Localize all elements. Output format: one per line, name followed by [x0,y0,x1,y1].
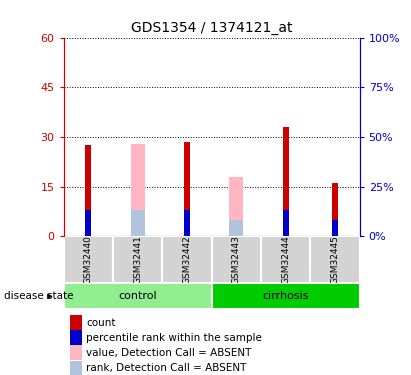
Bar [212,236,261,283]
Text: disease state: disease state [4,291,74,301]
Text: percentile rank within the sample: percentile rank within the sample [86,333,262,343]
Text: GSM32442: GSM32442 [182,236,192,284]
Title: GDS1354 / 1374121_at: GDS1354 / 1374121_at [131,21,292,35]
Bar [64,283,212,309]
Bar [184,210,190,236]
Bar [113,236,162,283]
Text: value, Detection Call = ABSENT: value, Detection Call = ABSENT [86,348,252,358]
Text: count: count [86,318,116,327]
Bar [310,236,360,283]
Bar [131,144,145,236]
Bar [70,330,82,345]
Bar [261,236,310,283]
Bar [332,183,338,236]
Text: cirrhosis: cirrhosis [262,291,309,301]
Bar [283,127,289,236]
Bar [70,361,82,375]
Bar [162,236,212,283]
Text: GSM32441: GSM32441 [133,235,142,284]
Bar [332,220,338,236]
Text: GSM32445: GSM32445 [330,235,339,284]
Text: rank, Detection Call = ABSENT: rank, Detection Call = ABSENT [86,363,247,373]
Bar [64,236,113,283]
Text: GSM32443: GSM32443 [232,235,241,284]
Text: GSM32440: GSM32440 [84,235,93,284]
Bar [229,220,243,236]
Bar [85,210,91,236]
Bar [70,345,82,360]
Bar [212,283,360,309]
Text: GSM32444: GSM32444 [281,236,290,284]
Bar [283,210,289,236]
Bar [70,315,82,330]
Bar [131,210,145,236]
Text: control: control [118,291,157,301]
Bar [184,142,190,236]
Bar [85,145,91,236]
Bar [229,177,243,236]
